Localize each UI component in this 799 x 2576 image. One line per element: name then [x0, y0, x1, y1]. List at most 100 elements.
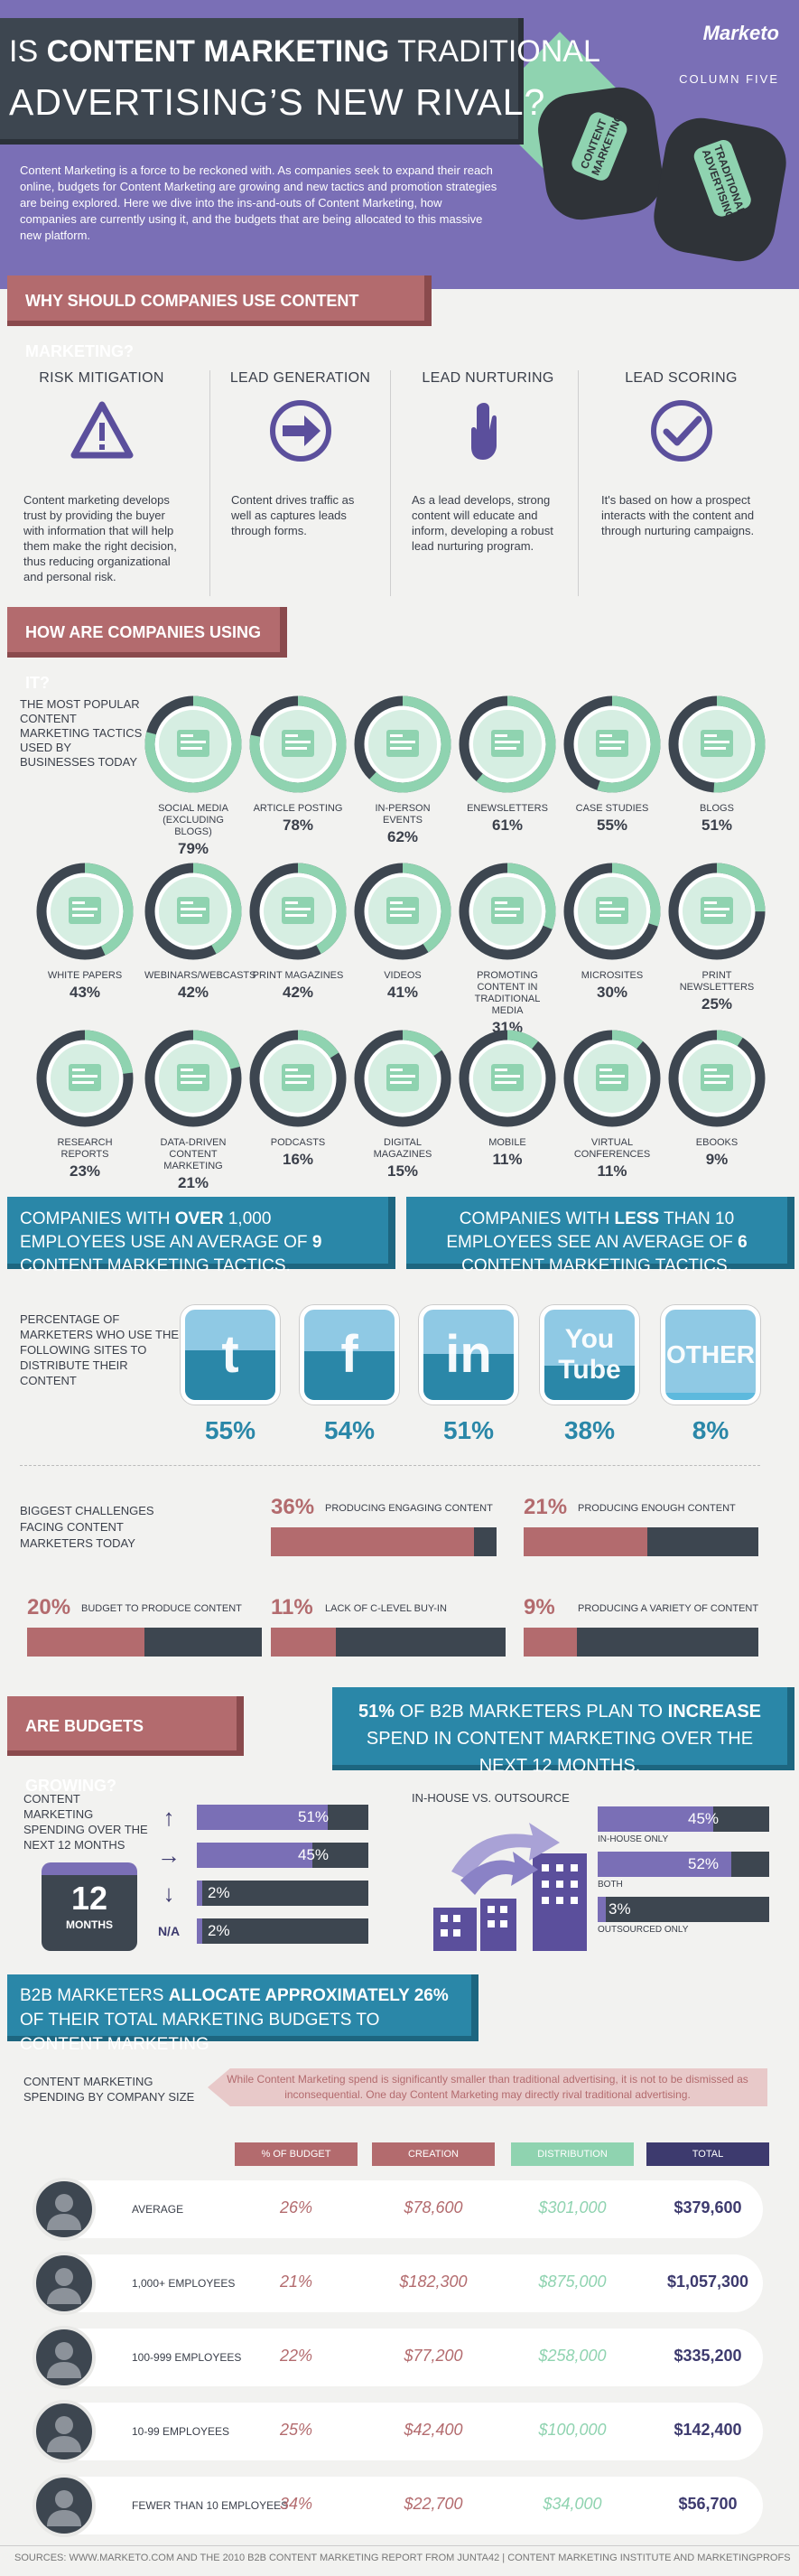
challenge-label: PRODUCING ENGAGING CONTENT — [325, 1503, 493, 1514]
spend-bar: 51% — [197, 1805, 368, 1830]
challenge-percentage: 11% — [271, 1595, 313, 1619]
social-glyph: in — [445, 1325, 492, 1384]
tactic-value: 42% — [282, 984, 314, 1001]
tactic-value: 9% — [705, 1151, 729, 1168]
billboard-icon — [459, 863, 556, 960]
why-title: LEAD GENERATION — [229, 370, 371, 386]
why-text: Content marketing develops trust by prov… — [23, 493, 177, 583]
report-icon — [36, 1030, 134, 1127]
monitor-icon — [144, 863, 242, 960]
social-fill — [304, 1351, 395, 1400]
avatar — [33, 2178, 96, 2241]
tactic-item: PRINT NEWSLETTERS 25% — [668, 863, 766, 1013]
tactic-item: WHITE PAPERS 43% — [36, 863, 134, 1002]
social-glyph: OTHER — [666, 1340, 755, 1368]
avatar — [33, 2252, 96, 2315]
challenge-label: LACK OF C-LEVEL BUY-IN — [325, 1603, 447, 1614]
table-row — [36, 2180, 763, 2238]
table-row-label: 100-999 EMPLOYEES — [132, 2351, 242, 2364]
table-row-label: 10-99 EMPLOYEES — [132, 2425, 230, 2438]
social-percentage: 38% — [563, 1416, 616, 1444]
social-percentage: 55% — [204, 1416, 256, 1444]
tactic-item: RESEARCH REPORTS 23% — [36, 1030, 134, 1181]
table-cell-distribution: $34,000 — [543, 2495, 602, 2513]
table-cell-pct: 22% — [279, 2347, 313, 2365]
title-box — [0, 18, 524, 145]
divider — [20, 1465, 760, 1466]
checkmark-icon — [650, 400, 712, 462]
spend-value: 2% — [208, 1922, 230, 1939]
tactic-label: IN-PERSON EVENTS — [375, 803, 431, 826]
tactic-label: PROMOTING CONTENT IN TRADITIONAL MEDIA — [474, 970, 541, 1016]
tactic-value: 78% — [282, 817, 314, 834]
spend-bar-fill — [197, 1918, 202, 1944]
browser-icon — [563, 863, 661, 960]
newsletter-icon — [459, 695, 556, 793]
social-intro: PERCENTAGE OF MARKETERS WHO USE THE FOLL… — [20, 1312, 180, 1387]
challenge-bar — [271, 1527, 497, 1556]
table-cell-creation: $22,700 — [404, 2495, 463, 2513]
challenge-bar-fill — [271, 1628, 336, 1657]
video-camera-icon — [354, 863, 451, 960]
spend-bar-fill — [197, 1805, 329, 1830]
document-icon — [36, 863, 134, 960]
person-icon — [47, 2268, 81, 2304]
tactic-label: PODCASTS — [270, 1137, 326, 1148]
avatar — [33, 2474, 96, 2537]
tactic-value: 41% — [386, 984, 419, 1001]
tactic-label: MOBILE — [488, 1137, 526, 1148]
table-cell-total: $56,700 — [678, 2495, 738, 2513]
table-cell-distribution: $100,000 — [538, 2421, 607, 2439]
tactic-value: 30% — [596, 984, 628, 1001]
challenge-label: PRODUCING ENOUGH CONTENT — [578, 1503, 736, 1514]
tactic-value: 42% — [177, 984, 209, 1001]
divider — [0, 2545, 799, 2546]
tactics-intro: THE MOST POPULAR CONTENT MARKETING TACTI… — [20, 697, 143, 769]
spend-value: 45% — [298, 1846, 330, 1863]
table-column-header: % OF BUDGET — [235, 2142, 358, 2166]
tactic-item: ARTICLE POSTING 78% — [249, 695, 347, 835]
tactic-item: DIGITAL MAGAZINES 15% — [354, 1030, 451, 1181]
tactic-item: BLOGS 51% — [668, 695, 766, 835]
glove-right-tag: TRADITIONAL ADVERTISING — [691, 137, 754, 221]
ebook-icon — [668, 1030, 766, 1127]
social-fill — [185, 1350, 275, 1400]
why-title: LEAD NURTURING — [422, 370, 554, 386]
inhouse-label: IN-HOUSE ONLY — [598, 1834, 669, 1844]
inhouse-bar: 3% — [598, 1897, 769, 1922]
youtube-icon: You Tube — [540, 1305, 639, 1405]
marketo-logo: Marketo — [702, 22, 779, 44]
using-heading: HOW ARE COMPANIES USING IT? — [7, 607, 287, 692]
spend-intro: CONTENT MARKETING SPENDING OVER THE NEXT… — [23, 1792, 148, 1852]
challenge-bar — [524, 1527, 758, 1556]
print-newsletter-icon — [668, 863, 766, 960]
social-fill — [423, 1354, 514, 1400]
challenge-percentage: 36% — [271, 1495, 315, 1519]
table-cell-total: $379,600 — [674, 2198, 742, 2217]
avatar — [33, 2326, 96, 2389]
tactic-value: 61% — [491, 817, 524, 834]
inhouse-bar-fill — [598, 1806, 714, 1832]
inhouse-bar-fill — [598, 1897, 606, 1922]
tactic-item: DATA-DRIVEN CONTENT MARKETING 21% — [144, 1030, 242, 1192]
warning-icon — [70, 401, 133, 459]
badge-icon — [354, 695, 451, 793]
spend-bar: 2% — [197, 1881, 368, 1906]
tactic-value: 11% — [492, 1151, 523, 1168]
table-row — [36, 2329, 763, 2386]
tactic-item: ENEWSLETTERS 61% — [459, 695, 556, 835]
arrow-right-icon: → — [157, 1842, 181, 1869]
inhouse-label: OUTSOURCED ONLY — [598, 1925, 689, 1935]
tactic-item: PROMOTING CONTENT IN TRADITIONAL MEDIA 31… — [459, 863, 556, 1037]
social-percentage: 54% — [323, 1416, 376, 1444]
social-percentage: 51% — [442, 1416, 495, 1444]
inhouse-bar-fill — [598, 1852, 732, 1877]
tactic-item: VIDEOS 41% — [354, 863, 451, 1002]
tactic-value: 25% — [701, 995, 733, 1013]
table-column-header: TOTAL — [646, 2142, 769, 2166]
table-intro: CONTENT MARKETING SPENDING BY COMPANY SI… — [23, 2075, 195, 2104]
case-study-icon — [563, 695, 661, 793]
facebook-icon: f — [300, 1305, 399, 1405]
sources-text: SOURCES: WWW.MARKETO.COM AND THE 2010 B2… — [14, 2553, 791, 2563]
person-icon — [47, 2194, 81, 2230]
